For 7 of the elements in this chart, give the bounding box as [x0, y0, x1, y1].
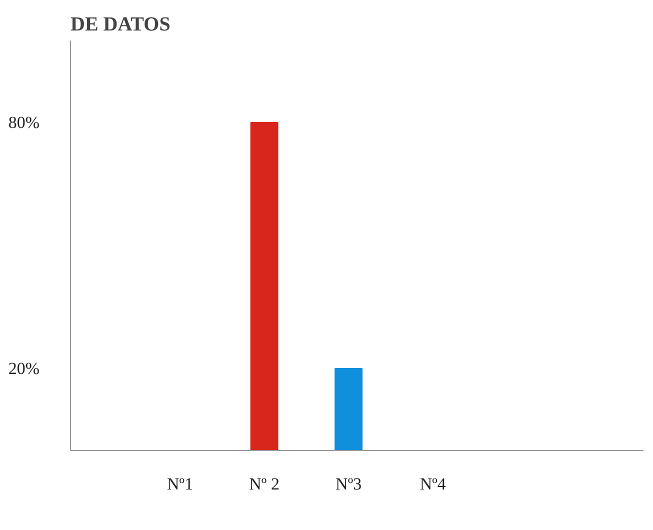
x-tick-label: Nº1 [167, 474, 194, 494]
x-tick-label: Nº 2 [249, 474, 280, 494]
x-tick-label: Nº3 [336, 474, 362, 494]
chart-title: DE DATOS [70, 14, 170, 36]
y-tick-label: 20% [8, 359, 40, 378]
y-tick-label: 80% [8, 113, 40, 132]
x-tick-label: Nº4 [420, 474, 446, 494]
